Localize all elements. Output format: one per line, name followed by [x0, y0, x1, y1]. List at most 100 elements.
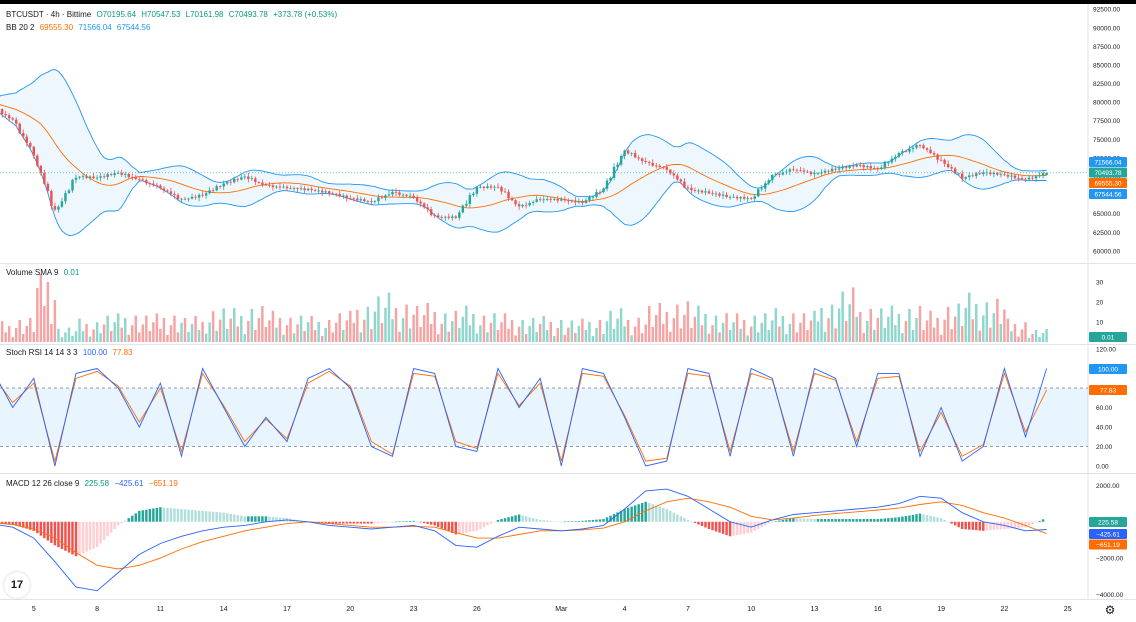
- macd-histogram-bar: [422, 521, 426, 524]
- macd-histogram-bar: [524, 516, 528, 522]
- volume-bar: [268, 320, 271, 342]
- volume-bar: [25, 326, 28, 342]
- volume-bar: [173, 315, 176, 342]
- candle-body: [102, 176, 106, 178]
- macd-line-value: −425.61: [114, 479, 144, 488]
- stoch-label-d-box: [1089, 385, 1127, 395]
- volume-bar: [145, 315, 148, 342]
- symbol-title[interactable]: BTCUSDT · 4h · Bittime: [6, 10, 92, 19]
- macd-histogram-bar: [356, 521, 359, 524]
- candle-body: [370, 200, 373, 202]
- price-label-upper-box: [1089, 157, 1127, 167]
- volume-bar: [180, 322, 183, 342]
- macd-histogram-bar: [778, 520, 781, 522]
- volume-bar: [1041, 333, 1045, 342]
- macd-histogram-bar: [254, 516, 257, 522]
- candle-body: [113, 173, 116, 176]
- candle-body: [233, 178, 236, 183]
- candle-body: [978, 173, 982, 175]
- candle-body: [862, 165, 865, 168]
- volume-bar: [475, 333, 479, 342]
- candle-body: [658, 165, 661, 168]
- volume-bar: [612, 329, 616, 342]
- candle-body: [968, 175, 971, 178]
- macd-histogram-bar: [64, 521, 67, 551]
- candle-body: [630, 153, 633, 154]
- volume-bar: [876, 318, 880, 342]
- candle-body: [335, 193, 338, 195]
- stoch-title[interactable]: Stoch RSI 14 14 3 3: [6, 348, 78, 357]
- volume-bar: [85, 324, 88, 342]
- macd-histogram-bar: [197, 510, 201, 522]
- candle-body: [50, 190, 53, 207]
- volume-bar: [176, 332, 180, 342]
- macd-histogram-bar: [440, 521, 443, 529]
- volume-bar: [911, 330, 915, 342]
- tradingview-logo[interactable]: 17: [4, 572, 30, 598]
- bb-title[interactable]: BB 20 2: [6, 23, 35, 32]
- volume-bar: [792, 313, 795, 342]
- candle-body: [201, 194, 204, 196]
- price-label-basis: 69555.30: [1094, 181, 1121, 188]
- volume-bar: [802, 313, 806, 342]
- x-tick-label: 19: [937, 606, 945, 613]
- volume-bar: [535, 332, 538, 342]
- macd-title[interactable]: MACD 12 26 close 9: [6, 479, 80, 488]
- volume-bar: [978, 330, 982, 342]
- volume-bar: [57, 328, 60, 342]
- macd-histogram-bar: [180, 509, 183, 522]
- volume-bar: [359, 332, 363, 342]
- volume-bar: [436, 334, 440, 342]
- macd-histogram-bar: [152, 508, 155, 522]
- macd-histogram-bar: [725, 521, 728, 536]
- macd-histogram-bar: [809, 518, 813, 522]
- volume-bar: [71, 336, 74, 342]
- macd-histogram-bar: [683, 518, 686, 522]
- candle-body: [254, 178, 257, 182]
- macd-histogram-bar: [915, 514, 918, 522]
- macd-histogram-bar: [486, 521, 489, 526]
- candle-body: [946, 163, 950, 168]
- volume-bar: [528, 326, 531, 342]
- macd-label-hist-box: [1089, 517, 1127, 527]
- candle-body: [647, 161, 651, 163]
- macd-histogram-bar: [862, 519, 865, 522]
- macd-histogram-bar: [148, 509, 152, 522]
- macd-histogram-bar: [493, 521, 496, 523]
- candle-body: [433, 215, 436, 216]
- macd-legend: MACD 12 26 close 9 225.58 −425.61 −651.1…: [6, 478, 181, 489]
- candle-body: [655, 165, 658, 167]
- macd-histogram-bar: [426, 521, 429, 524]
- macd-histogram-bar: [489, 521, 493, 524]
- candle-body: [570, 200, 574, 202]
- candle-body: [612, 166, 616, 178]
- volume-title[interactable]: Volume SMA 9: [6, 268, 59, 277]
- ohlc-change: +373.78 (+0.53%): [273, 10, 338, 19]
- candle-body: [486, 186, 489, 188]
- volume-bar: [201, 322, 204, 342]
- macd-histogram-bar: [894, 517, 897, 522]
- candle-body: [454, 216, 458, 218]
- volume-bar: [939, 334, 943, 342]
- volume-bar: [908, 309, 911, 342]
- candle-body: [148, 183, 152, 185]
- macd-histogram-bar: [162, 507, 166, 522]
- bb-basis-value: 69555.30: [39, 23, 74, 32]
- gear-icon[interactable]: ⚙: [1104, 603, 1116, 617]
- candle-body: [88, 176, 92, 178]
- volume-bar: [320, 336, 324, 342]
- x-tick-label: 23: [410, 606, 418, 613]
- candle-body: [440, 217, 443, 218]
- macd-line: [0, 488, 1047, 592]
- volume-bar: [317, 322, 320, 342]
- candle-body: [897, 152, 901, 157]
- stoch-label-d: 77.83: [1100, 388, 1117, 395]
- volume-bar: [739, 328, 742, 342]
- candle-body: [313, 190, 317, 191]
- candle-body: [285, 186, 289, 189]
- candle-body: [7, 115, 11, 119]
- macd-histogram-bar: [398, 521, 401, 523]
- stoch-d-value: 77.83: [112, 348, 133, 357]
- candle-body: [465, 203, 468, 206]
